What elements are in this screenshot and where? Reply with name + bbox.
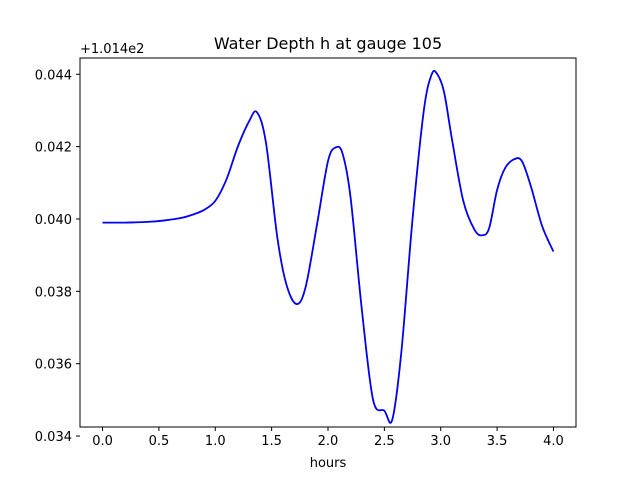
x-tick-label: 3.0	[430, 434, 451, 449]
x-axis-label: hours	[310, 456, 347, 471]
y-tick-label: 0.034	[35, 430, 72, 445]
y-tick-label: 0.044	[35, 68, 72, 83]
plot-area: 0.0 0.5 1.0 1.5 2.0 2.5 3.0 3.5 4.0 0.034 0.036 0.0…	[35, 57, 577, 449]
y-tick-label: 0.038	[35, 285, 72, 300]
y-tick-label: 0.042	[35, 141, 72, 156]
x-tick-label: 3.5	[487, 434, 508, 449]
y-tick-label: 0.040	[35, 213, 72, 228]
x-tick-label: 0.0	[92, 434, 113, 449]
y-offset-label: +1.014e2	[80, 42, 144, 57]
x-tick-label: 2.5	[374, 434, 395, 449]
chart-title: Water Depth h at gauge 105	[214, 34, 442, 53]
x-tick-label: 0.5	[149, 434, 170, 449]
x-tick-label: 1.5	[261, 434, 282, 449]
x-tick-label: 4.0	[543, 434, 564, 449]
series-line-0	[102, 69, 555, 424]
x-tick-label: 2.0	[318, 434, 339, 449]
x-tick-label: 1.0	[205, 434, 226, 449]
y-tick-label: 0.036	[35, 358, 72, 373]
